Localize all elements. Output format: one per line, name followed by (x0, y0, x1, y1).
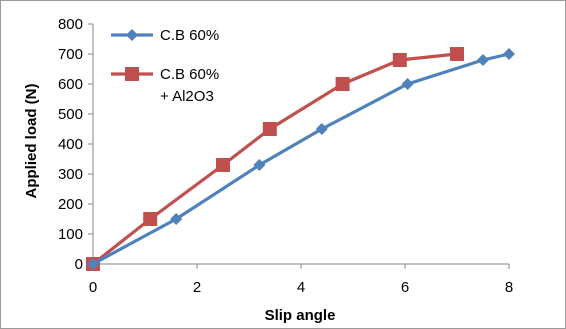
legend-entry-2: C.B 60% + Al2O3 (111, 66, 219, 105)
data-point (170, 213, 183, 225)
legend-marker (126, 29, 138, 41)
legend-entry-1: C.B 60% (111, 27, 219, 44)
series-layer (86, 47, 515, 271)
x-tick-label: 4 (297, 279, 305, 296)
y-axis-title: Applied load (N) (23, 84, 40, 199)
y-tick-label: 300 (58, 166, 83, 183)
series-line (92, 52, 510, 266)
data-point (315, 123, 328, 135)
data-point (253, 159, 266, 171)
legend-label: C.B 60% (160, 27, 219, 44)
y-tick-label: 700 (58, 46, 83, 63)
y-tick-label: 400 (58, 136, 83, 153)
x-tick-label: 0 (89, 279, 97, 296)
data-point (477, 54, 489, 66)
data-point (392, 53, 407, 67)
data-point (401, 78, 414, 90)
legend-marker (125, 67, 139, 81)
data-point (216, 158, 230, 172)
series-2 (86, 47, 464, 271)
y-tick-label: 0 (75, 256, 83, 273)
y-tick-label: 800 (58, 16, 83, 33)
x-tick-label: 2 (193, 279, 201, 296)
data-point (335, 77, 350, 91)
data-point (450, 47, 464, 61)
data-point (87, 258, 99, 270)
axes: 0 100 200 300 400 500 600 700 800 0 2 4 6 8 (58, 16, 513, 296)
y-tick-label: 500 (58, 106, 83, 123)
y-tick-label: 600 (58, 76, 83, 93)
x-tick-label: 6 (401, 279, 409, 296)
legend: C.B 60% C.B 60% + Al2O3 (111, 27, 219, 105)
x-tick-label: 8 (505, 279, 513, 296)
data-point (503, 48, 515, 60)
x-axis-title: Slip angle (265, 307, 336, 324)
y-tick-label: 100 (58, 226, 83, 243)
legend-label: C.B 60% + Al2O3 (160, 66, 219, 105)
data-point (143, 212, 158, 226)
data-point (262, 122, 277, 136)
y-tick-label: 200 (58, 196, 83, 213)
series-1 (87, 48, 515, 270)
